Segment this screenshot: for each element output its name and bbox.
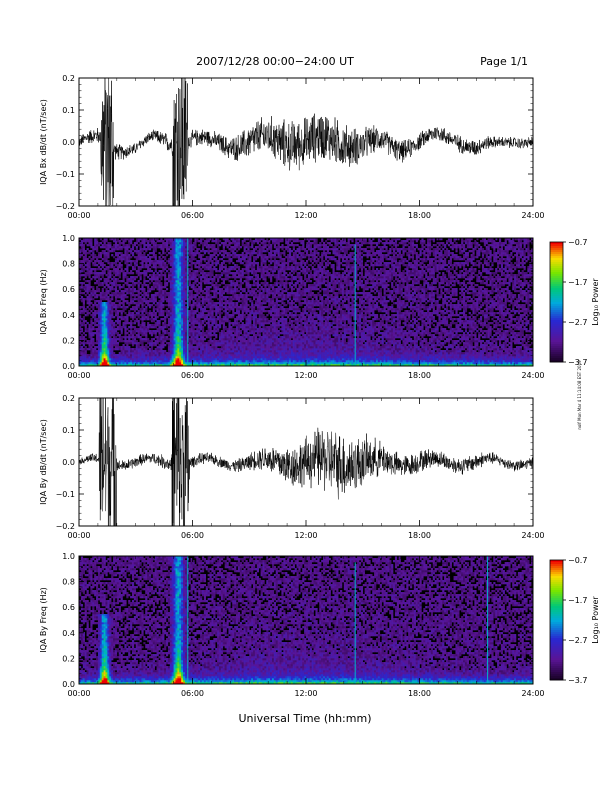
- x-tick-label: 24:00: [521, 689, 544, 698]
- colorbar-label: Log₁₀ Power: [591, 278, 600, 326]
- y-tick-label: 0.1: [62, 106, 75, 115]
- y-tick-label: 0.8: [62, 260, 75, 269]
- panel-2: −0.7 −1.7 −2.7 −3.7 Log₁₀ Power 0.0 0.2 0.4 0.6 0…: [39, 234, 600, 380]
- page-number: Page 1/1: [480, 55, 528, 68]
- x-tick-label: 00:00: [67, 689, 90, 698]
- y-tick-label: −0.1: [56, 170, 75, 179]
- trace: [79, 78, 533, 206]
- x-axis-label: Universal Time (hh:mm): [239, 712, 372, 725]
- data-line: [79, 398, 533, 526]
- y-tick-label: 0.4: [62, 311, 75, 320]
- y-tick-label: 0.2: [62, 394, 75, 403]
- x-tick-label: 18:00: [408, 531, 431, 540]
- colorbar-tick-label: −3.7: [568, 358, 587, 367]
- y-tick-label: −0.2: [56, 202, 75, 211]
- panel-3: −0.2 −0.1 0.0 0.1 0.2 00:00 06:00 12:00 18:00 24:…: [39, 394, 545, 540]
- y-axis-label: IQA By dB/dt (nT/sec): [39, 419, 48, 505]
- x-tick-label: 00:00: [67, 211, 90, 220]
- y-axis-label: IQA Bx dB/dt (nT/sec): [39, 99, 48, 185]
- y-axis-label: IQA Bx Freq (Hz): [39, 269, 48, 335]
- y-tick-label: 1.0: [62, 552, 75, 561]
- panels: −0.2 −0.1 0.0 0.1 0.2 00:00 06:00 12:00 18:00 24:…: [39, 74, 600, 698]
- trace: [79, 398, 533, 526]
- colorbar-tick-label: −3.7: [568, 676, 587, 685]
- x-tick-label: 12:00: [294, 211, 317, 220]
- x-tick-label: 06:00: [181, 211, 204, 220]
- y-tick-label: 1.0: [62, 234, 75, 243]
- y-tick-label: 0.6: [62, 285, 75, 294]
- side-note: nolf Mon Mar 4 11:14:08 EST 2019: [577, 360, 582, 430]
- y-tick-label: 0.1: [62, 426, 75, 435]
- y-tick-label: 0.2: [62, 654, 75, 663]
- y-tick-label: 0.4: [62, 629, 75, 638]
- x-tick-label: 12:00: [294, 689, 317, 698]
- y-tick-label: 0.0: [62, 138, 75, 147]
- x-tick-label: 18:00: [408, 689, 431, 698]
- x-tick-label: 06:00: [181, 371, 204, 380]
- spectrogram: [79, 238, 533, 366]
- y-tick-label: 0.2: [62, 336, 75, 345]
- page-title: 2007/12/28 00:00−24:00 UT: [196, 55, 354, 68]
- x-tick-label: 12:00: [294, 371, 317, 380]
- colorbar-tick-label: −0.7: [568, 238, 587, 247]
- x-tick-label: 06:00: [181, 689, 204, 698]
- y-tick-label: 0.6: [62, 603, 75, 612]
- colorbar-tick-label: −1.7: [568, 278, 587, 287]
- panel-1: −0.2 −0.1 0.0 0.1 0.2 00:00 06:00 12:00 18:00 24:…: [39, 74, 545, 220]
- y-tick-label: 0.8: [62, 578, 75, 587]
- y-tick-label: 0.2: [62, 74, 75, 83]
- colorbar-tick-label: −2.7: [568, 318, 587, 327]
- spectrogram: [79, 556, 533, 684]
- colorbar: −0.7 −1.7 −2.7 −3.7 Log₁₀ Power: [549, 238, 600, 367]
- data-line: [79, 78, 533, 206]
- colorbar-tick-label: −2.7: [568, 636, 587, 645]
- x-tick-label: 00:00: [67, 531, 90, 540]
- x-tick-label: 18:00: [408, 371, 431, 380]
- y-tick-label: 0.0: [62, 680, 75, 689]
- x-tick-label: 12:00: [294, 531, 317, 540]
- x-tick-label: 24:00: [521, 211, 544, 220]
- y-tick-label: −0.2: [56, 522, 75, 531]
- x-tick-label: 24:00: [521, 371, 544, 380]
- x-tick-label: 00:00: [67, 371, 90, 380]
- y-tick-label: 0.0: [62, 458, 75, 467]
- x-tick-label: 18:00: [408, 211, 431, 220]
- colorbar-tick-label: −0.7: [568, 556, 587, 565]
- x-tick-label: 24:00: [521, 531, 544, 540]
- y-tick-label: −0.1: [56, 490, 75, 499]
- y-tick-label: 0.0: [62, 362, 75, 371]
- colorbar: −0.7 −1.7 −2.7 −3.7 Log₁₀ Power: [549, 556, 600, 685]
- x-tick-label: 06:00: [181, 531, 204, 540]
- panel-4: −0.7 −1.7 −2.7 −3.7 Log₁₀ Power 0.0 0.2 0.4 0.6 0…: [39, 552, 600, 698]
- y-axis-label: IQA By Freq (Hz): [39, 587, 48, 653]
- colorbar-tick-label: −1.7: [568, 596, 587, 605]
- colorbar-label: Log₁₀ Power: [591, 596, 600, 644]
